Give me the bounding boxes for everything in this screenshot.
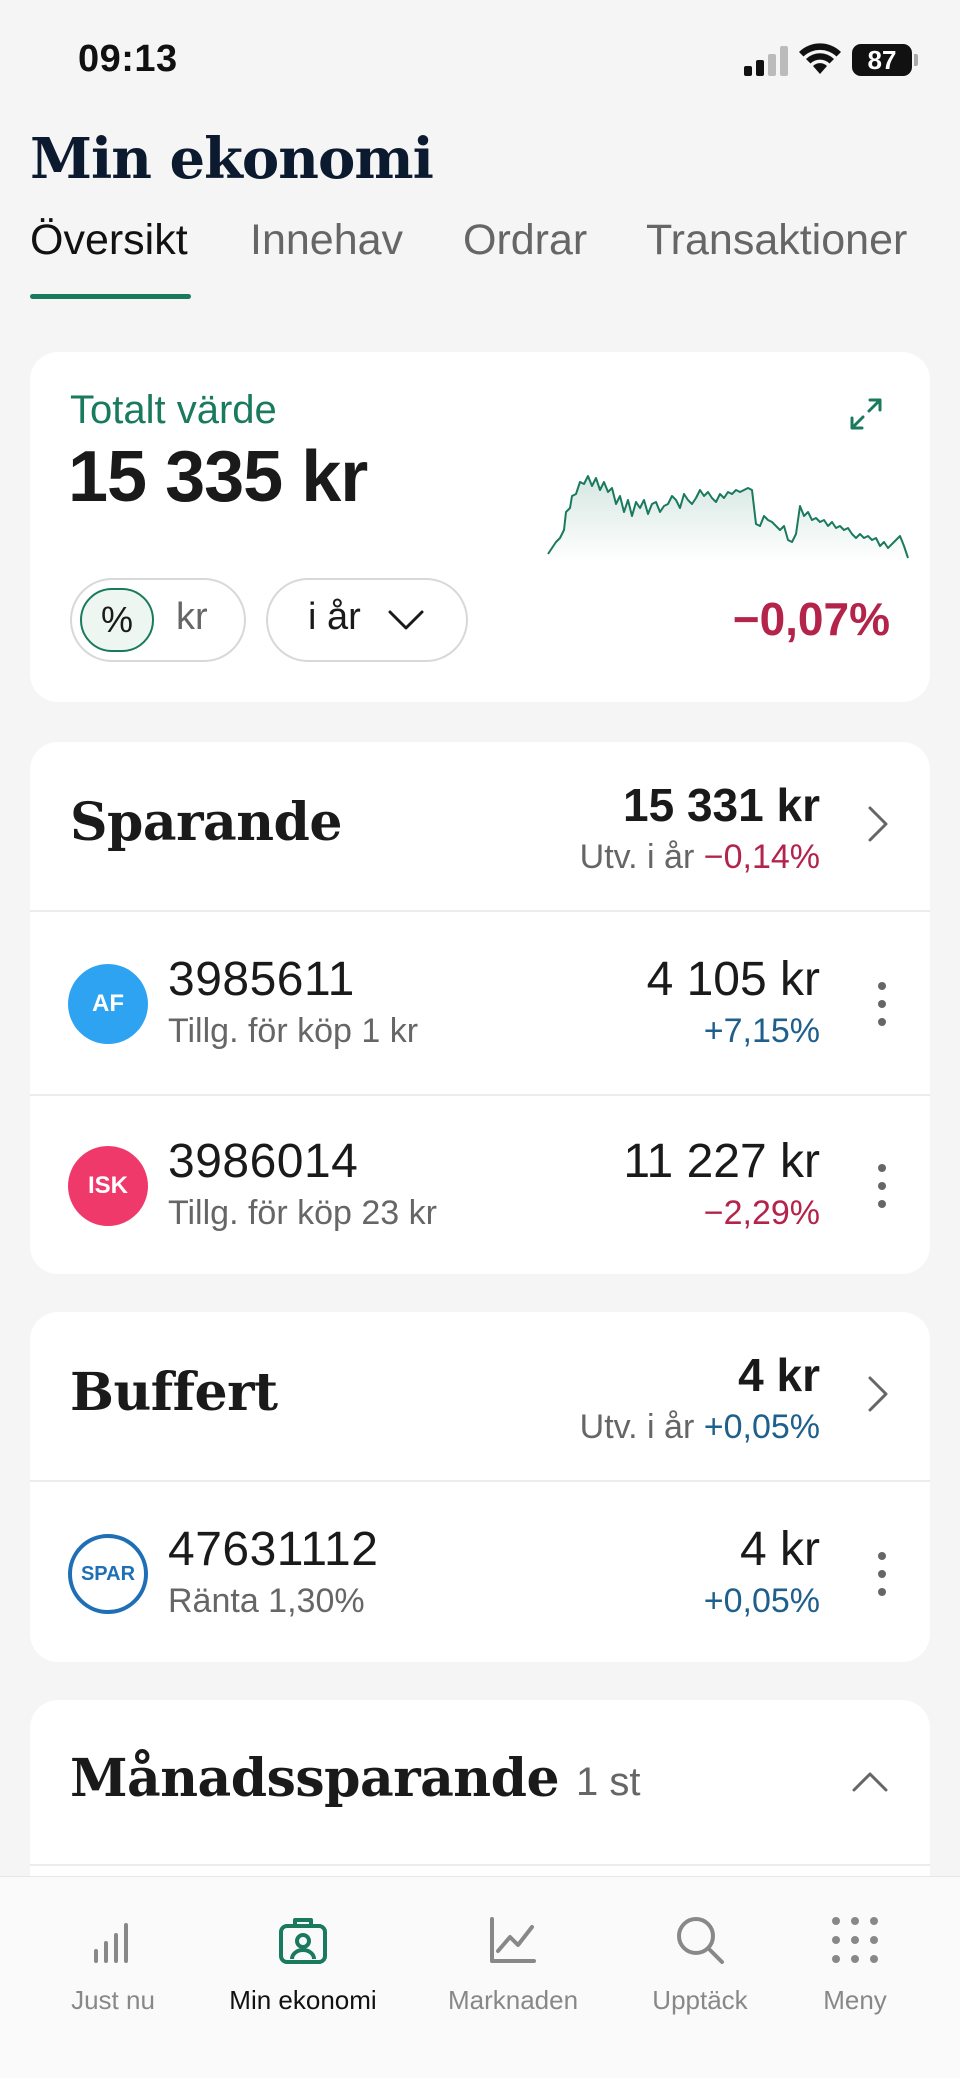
chevron-up-icon[interactable]	[850, 1770, 890, 1794]
tab-bar: Översikt Innehav Ordrar Transaktioner	[0, 210, 960, 300]
more-options-icon[interactable]	[878, 982, 886, 1026]
page-title: Min ekonomi	[30, 126, 434, 192]
line-chart-icon	[490, 1917, 536, 1963]
account-badge-spar: SPAR	[68, 1534, 148, 1614]
buffert-amount: 4 kr	[738, 1349, 820, 1401]
tab-innehav[interactable]: Innehav	[250, 216, 404, 264]
chevron-right-icon	[868, 806, 888, 842]
manadssparande-title: Månadssparande	[70, 1748, 560, 1809]
account-change: +0,05%	[703, 1582, 820, 1620]
battery-icon: 87	[852, 44, 912, 76]
tab-ordrar[interactable]: Ordrar	[463, 216, 588, 264]
buffert-card: Buffert 4 kr Utv. i år +0,05% SPAR 47631…	[30, 1312, 930, 1662]
search-icon	[677, 1917, 724, 1964]
account-row-af[interactable]: AF 3985611 Tillg. för köp 1 kr 4 105 kr …	[30, 912, 930, 1092]
account-row-isk[interactable]: ISK 3986014 Tillg. för köp 23 kr 11 227 …	[30, 1094, 930, 1274]
nav-label: Marknaden	[447, 1985, 579, 2015]
tab-oversikt[interactable]: Översikt	[30, 216, 188, 264]
expand-icon[interactable]	[846, 394, 886, 434]
development-label: Utv. i år	[579, 1408, 695, 1446]
nav-label: Min ekonomi	[229, 1985, 377, 2015]
account-interest: Ränta 1,30%	[168, 1582, 365, 1620]
divider	[30, 910, 930, 912]
chevron-down-icon	[388, 610, 424, 630]
account-available: Tillg. för köp 23 kr	[168, 1194, 437, 1232]
account-number: 3985611	[168, 953, 355, 1006]
sparande-amount: 15 331 kr	[623, 779, 820, 831]
cellular-signal-icon	[744, 46, 788, 76]
period-selector[interactable]: i år	[266, 578, 468, 662]
nav-meny[interactable]: Meny	[760, 1877, 950, 2027]
wifi-icon	[799, 43, 841, 74]
account-row-spar[interactable]: SPAR 47631112 Ränta 1,30% 4 kr +0,05%	[30, 1482, 930, 1662]
bottom-navigation: Just nu Min ekonomi Marknaden Upptäck Me…	[0, 1876, 960, 2078]
nav-min-ekonomi[interactable]: Min ekonomi	[208, 1877, 398, 2027]
divider	[30, 1094, 930, 1096]
account-value: 4 105 kr	[646, 953, 820, 1006]
total-value-amount: 15 335 kr	[68, 437, 368, 517]
buffert-header[interactable]: Buffert 4 kr Utv. i år +0,05%	[30, 1312, 930, 1480]
bar-chart-icon	[94, 1923, 128, 1963]
development-change: +0,05%	[703, 1408, 820, 1446]
unit-toggle[interactable]: % kr	[70, 578, 246, 662]
period-label: i år	[308, 596, 361, 638]
chevron-right-icon	[868, 1376, 888, 1412]
divider	[30, 1864, 930, 1866]
active-tab-indicator	[30, 294, 191, 299]
account-available: Tillg. för köp 1 kr	[168, 1012, 419, 1050]
nav-label: Meny	[823, 1985, 887, 2015]
buffert-development: Utv. i år +0,05%	[580, 1408, 820, 1447]
account-value: 4 kr	[739, 1523, 820, 1576]
tab-transaktioner[interactable]: Transaktioner	[646, 216, 908, 264]
nav-upptack[interactable]: Upptäck	[605, 1877, 795, 2027]
development-change: −0,14%	[703, 838, 820, 876]
divider	[30, 1480, 930, 1482]
account-change: +7,15%	[703, 1012, 820, 1050]
development-label: Utv. i år	[579, 838, 695, 876]
manadssparande-card[interactable]: Månadssparande 1 st	[30, 1700, 930, 1900]
nav-label: Just nu	[71, 1985, 155, 2015]
total-change-percent: −0,07%	[732, 593, 890, 645]
account-badge-af: AF	[68, 964, 148, 1044]
account-number: 3986014	[168, 1135, 359, 1188]
grid-menu-icon	[832, 1917, 878, 1963]
toggle-percent-option[interactable]: %	[80, 588, 154, 652]
manadssparande-count: 1 st	[576, 1760, 641, 1804]
total-value-card: Totalt värde 15 335 kr % kr i år −0,07%	[30, 352, 930, 702]
account-change: −2,29%	[703, 1194, 820, 1232]
status-bar: 09:13 87	[0, 0, 960, 120]
more-options-icon[interactable]	[878, 1552, 886, 1596]
total-value-label: Totalt värde	[70, 388, 277, 432]
nav-marknaden[interactable]: Marknaden	[418, 1877, 608, 2027]
toggle-kr-option[interactable]: kr	[176, 596, 208, 638]
more-options-icon[interactable]	[878, 1164, 886, 1208]
sparande-title: Sparande	[70, 792, 342, 853]
nav-label: Upptäck	[652, 1985, 748, 2015]
nav-just-nu[interactable]: Just nu	[18, 1877, 208, 2027]
account-number: 47631112	[168, 1523, 379, 1576]
sparande-card: Sparande 15 331 kr Utv. i år −0,14% AF 3…	[30, 742, 930, 1274]
status-time: 09:13	[78, 38, 178, 80]
sparande-header[interactable]: Sparande 15 331 kr Utv. i år −0,14%	[30, 742, 930, 910]
account-value: 11 227 kr	[623, 1135, 820, 1188]
briefcase-icon	[279, 1918, 327, 1964]
account-badge-isk: ISK	[68, 1146, 148, 1226]
buffert-title: Buffert	[70, 1362, 278, 1423]
sparande-development: Utv. i år −0,14%	[580, 838, 820, 877]
value-sparkline[interactable]	[546, 442, 926, 562]
battery-tip	[914, 54, 918, 66]
